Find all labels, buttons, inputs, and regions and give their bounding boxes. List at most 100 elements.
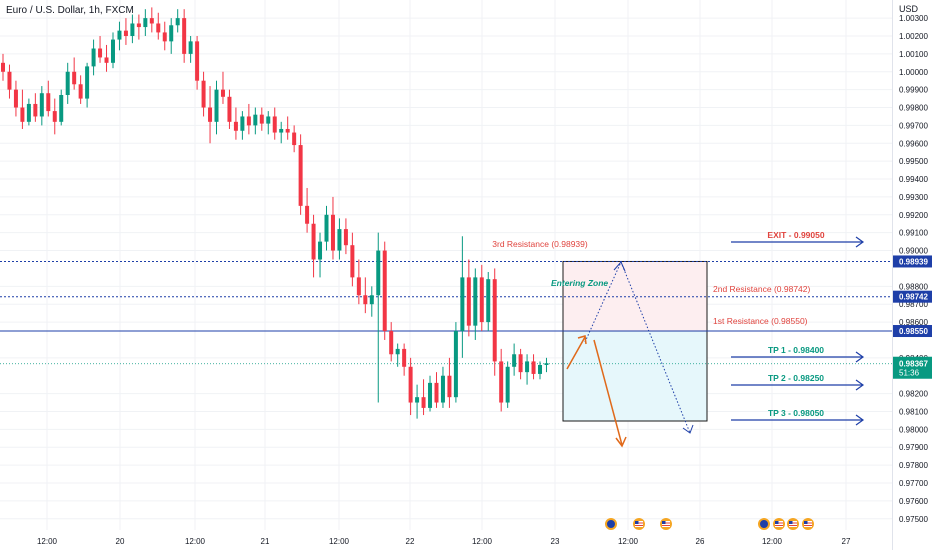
candle-body (26, 103, 31, 122)
candle-body (13, 89, 18, 108)
candle-body (143, 18, 148, 28)
flag-canton (662, 521, 666, 524)
us-flag-icon[interactable] (633, 518, 645, 530)
entry-arrow (566, 336, 586, 370)
countdown-label: 51:36 (899, 369, 920, 378)
flag-field (775, 521, 783, 527)
candle-body (98, 48, 103, 58)
candle-body (376, 250, 381, 296)
x-tick-label: 23 (551, 537, 560, 546)
exit-arrow (593, 339, 623, 446)
candle-body (499, 361, 504, 403)
price-tag (893, 290, 932, 303)
current-price-value: 0.98367 (899, 360, 928, 369)
y-tick-label: 0.97800 (899, 461, 928, 470)
target-arrowhead (855, 414, 865, 426)
y-tick-label: 0.99400 (899, 175, 928, 184)
time-axis[interactable]: 12:00 20 12:00 21 12:00 22 12:00 23 12:00 26 12:00… (37, 537, 851, 546)
y-tick-label: 0.99700 (899, 121, 928, 130)
x-tick-label: 12:00 (762, 537, 783, 546)
candle-body (246, 116, 251, 126)
candle-body (408, 366, 413, 403)
candle-body (33, 103, 38, 117)
candle-body (460, 277, 465, 332)
x-tick-label: 12:00 (329, 537, 350, 546)
annotations: 3rd Resistance (0.98939) 2nd Resistance (… (492, 230, 865, 426)
y-tick-label: 0.98200 (899, 390, 928, 399)
candle-body (220, 89, 225, 97)
candle-body (110, 39, 115, 63)
flag-canton (789, 521, 793, 524)
candle-body (20, 107, 25, 122)
candle-body (421, 397, 426, 408)
candle-body (182, 18, 187, 54)
y-tick-label: 0.98100 (899, 407, 928, 416)
current-price-tag (893, 356, 932, 379)
candle-body (240, 116, 245, 131)
candle-body (136, 23, 141, 28)
us-flag-icon[interactable] (773, 518, 785, 530)
candle-body (330, 214, 335, 251)
candle-body (486, 279, 491, 323)
y-tick-label: 0.98700 (899, 300, 928, 309)
us-flag-icon[interactable] (802, 518, 814, 530)
entry-arrowhead (577, 335, 587, 345)
candle-body (117, 30, 122, 40)
level-lines (0, 260, 892, 365)
price-tag-value: 0.98742 (899, 293, 928, 302)
x-tick-label: 27 (842, 537, 851, 546)
calendar-events[interactable] (605, 518, 814, 530)
y-tick-label: 0.99500 (899, 157, 928, 166)
projection-arrowhead (613, 261, 626, 272)
candle-body (350, 245, 355, 278)
target-label: TP 1 - 0.98400 (768, 345, 824, 355)
y-tick-label: 0.99100 (899, 229, 928, 238)
chart-title: Euro / U.S. Dollar, 1h, FXCM (6, 5, 134, 16)
candle-body (318, 241, 323, 260)
candle-body (175, 18, 180, 26)
x-tick-label: 12:00 (618, 537, 639, 546)
candle-body (7, 71, 12, 90)
target-zone (562, 330, 708, 422)
candle-body (356, 277, 361, 296)
us-flag-icon[interactable] (660, 518, 672, 530)
y-tick-label: 0.99800 (899, 104, 928, 113)
y-tick-label: 0.99600 (899, 139, 928, 148)
candle-body (395, 348, 400, 355)
y-tick-label: 0.99900 (899, 86, 928, 95)
candle-body (473, 277, 478, 326)
candle-body (149, 18, 154, 24)
candle-body (440, 375, 445, 403)
y-tick-label: 1.00200 (899, 32, 928, 41)
candle-body (85, 66, 90, 99)
y-tick-label: 0.98800 (899, 282, 928, 291)
economic-event-icon[interactable] (758, 518, 770, 530)
flag-canton (635, 521, 639, 524)
candle-body (518, 354, 523, 373)
candle-body (227, 96, 232, 122)
price-tag-value: 0.98939 (899, 257, 928, 266)
candle-body (415, 397, 420, 403)
y-tick-label: 0.97600 (899, 497, 928, 506)
candle-body (466, 277, 471, 326)
price-tag (893, 325, 932, 338)
candle-body (512, 354, 517, 367)
candle-body (389, 331, 394, 355)
us-flag-icon[interactable] (787, 518, 799, 530)
target-arrowhead (855, 351, 865, 363)
candle-body (434, 382, 439, 403)
flag-canton (775, 521, 779, 524)
candle-body (428, 382, 433, 408)
candle-body (343, 229, 348, 246)
price-axis[interactable]: 1.00300 1.00200 1.00100 1.00000 0.99900 0.998… (893, 14, 932, 524)
y-tick-label: 0.99000 (899, 247, 928, 256)
candle-body (78, 84, 83, 99)
target-label: EXIT - 0.99050 (767, 230, 824, 240)
candle-body (382, 250, 387, 332)
candles (1, 7, 549, 419)
exit-arrowhead (615, 436, 627, 448)
economic-event-icon[interactable] (605, 518, 617, 530)
candle-body (72, 71, 77, 85)
candle-body (298, 145, 303, 206)
